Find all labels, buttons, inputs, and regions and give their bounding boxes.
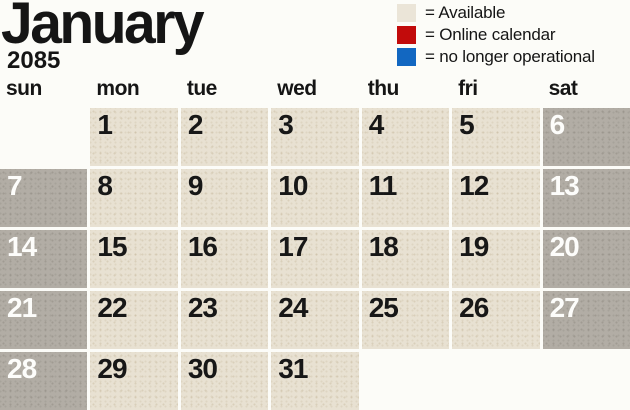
day-cell-12[interactable]: 12 — [452, 169, 540, 227]
day-cell-8[interactable]: 8 — [90, 169, 178, 227]
day-cell-28[interactable]: 28 — [0, 352, 88, 410]
day-cell-23[interactable]: 23 — [181, 291, 269, 349]
legend-item-available: = Available — [397, 2, 630, 24]
legend-label-online-calendar: = Online calendar — [425, 25, 556, 44]
day-cell-empty — [543, 352, 630, 410]
weekday-header-fri: fri — [458, 77, 478, 100]
legend-item-no-longer-operational: = no longer operational — [397, 46, 630, 68]
day-cell-21[interactable]: 21 — [0, 291, 88, 349]
day-cell-16[interactable]: 16 — [181, 230, 269, 288]
day-cell-22[interactable]: 22 — [90, 291, 178, 349]
page-title-year: 2085 — [7, 47, 61, 74]
legend-label-no-longer-operational: = no longer operational — [425, 47, 595, 66]
day-cell-5[interactable]: 5 — [452, 108, 540, 166]
legend: = Available = Online calendar = no longe… — [397, 2, 630, 68]
day-cell-1[interactable]: 1 — [90, 108, 178, 166]
no-longer-operational-swatch-icon — [397, 48, 416, 66]
day-cell-3[interactable]: 3 — [271, 108, 359, 166]
day-cell-27[interactable]: 27 — [543, 291, 630, 349]
day-cell-17[interactable]: 17 — [271, 230, 359, 288]
legend-item-online-calendar: = Online calendar — [397, 24, 630, 46]
day-cell-2[interactable]: 2 — [181, 108, 269, 166]
weekday-header-sat: sat — [548, 77, 578, 100]
legend-label-available: = Available — [425, 3, 506, 22]
available-swatch-icon — [397, 4, 416, 22]
day-cell-empty — [362, 352, 449, 410]
page-title-month: January — [1, 0, 205, 57]
day-cell-31[interactable]: 31 — [271, 352, 359, 410]
day-cell-14[interactable]: 14 — [0, 230, 88, 288]
day-cell-26[interactable]: 26 — [452, 291, 540, 349]
day-cell-7[interactable]: 7 — [0, 169, 88, 227]
online-calendar-swatch-icon — [397, 26, 416, 44]
weekday-header-tue: tue — [186, 77, 218, 100]
day-cell-9[interactable]: 9 — [181, 169, 269, 227]
weekday-header-mon: mon — [96, 77, 140, 100]
day-cell-24[interactable]: 24 — [271, 291, 359, 349]
day-cell-25[interactable]: 25 — [362, 291, 450, 349]
day-cell-20[interactable]: 20 — [543, 230, 630, 288]
day-cell-empty — [0, 108, 87, 166]
day-cell-10[interactable]: 10 — [271, 169, 359, 227]
calendar-grid: 1 2 3 4 5 6 7 8 9 10 11 12 13 14 15 16 17 18 19 20 21 22 23 24 2… — [0, 108, 630, 410]
weekday-header-thu: thu — [367, 77, 400, 100]
day-cell-19[interactable]: 19 — [452, 230, 540, 288]
day-cell-15[interactable]: 15 — [90, 230, 178, 288]
day-cell-4[interactable]: 4 — [362, 108, 450, 166]
weekday-header-sun: sun — [6, 77, 42, 100]
day-cell-6[interactable]: 6 — [543, 108, 630, 166]
day-cell-13[interactable]: 13 — [543, 169, 630, 227]
day-cell-30[interactable]: 30 — [181, 352, 269, 410]
day-cell-11[interactable]: 11 — [362, 169, 450, 227]
weekday-header-wed: wed — [277, 77, 317, 100]
day-cell-18[interactable]: 18 — [362, 230, 450, 288]
day-cell-29[interactable]: 29 — [90, 352, 178, 410]
day-cell-empty — [452, 352, 539, 410]
weekday-header-row: sun mon tue wed thu fri sat — [0, 77, 630, 101]
